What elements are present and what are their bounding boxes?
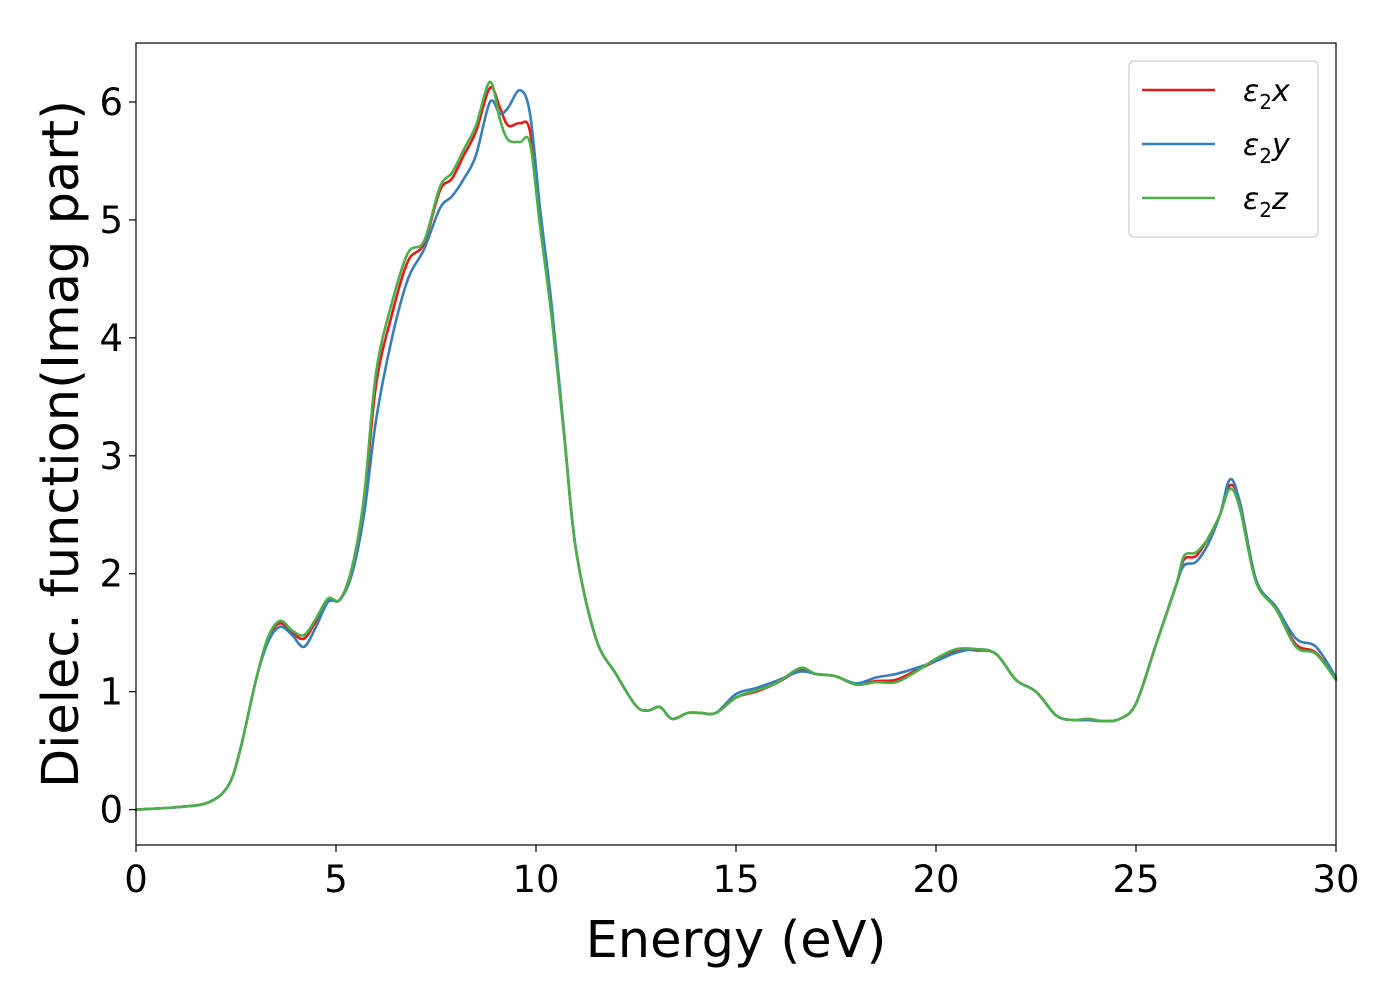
x-tick-label: 20 [912, 858, 959, 901]
legend-label-variable: x [1271, 74, 1290, 109]
y-tick-label: 0 [99, 789, 123, 832]
legend-label-x: ε2x [1243, 74, 1290, 114]
legend-label-subscript: 2 [1259, 144, 1272, 168]
legend-label-z: ε2z [1243, 182, 1289, 222]
legend-label-symbol: ε [1243, 74, 1259, 109]
legend-label-subscript: 2 [1259, 198, 1272, 222]
x-tick-label: 10 [512, 858, 559, 901]
series-lines [134, 80, 1338, 811]
legend-label-symbol: ε [1243, 128, 1259, 163]
y-tick-label: 1 [99, 671, 123, 714]
y-axis: 0 1 2 3 4 5 6 [99, 81, 136, 832]
x-axis: 0 5 10 15 20 25 30 [124, 845, 1360, 901]
x-tick-label: 25 [1112, 858, 1159, 901]
y-tick-label: 2 [99, 553, 123, 596]
x-tick-label: 30 [1312, 858, 1359, 901]
x-tick-label: 0 [124, 858, 148, 901]
legend-label-subscript: 2 [1259, 90, 1272, 114]
x-axis-title: Energy (eV) [586, 911, 887, 970]
y-tick-label: 5 [99, 199, 123, 242]
x-tick-label: 5 [324, 858, 348, 901]
x-tick-label: 15 [712, 858, 759, 901]
series-line-z [134, 80, 1338, 811]
legend-label-variable: z [1271, 182, 1289, 217]
y-tick-label: 3 [99, 435, 123, 478]
legend-frame [1128, 60, 1319, 238]
y-tick-label: 6 [99, 81, 123, 124]
legend-label-symbol: ε [1243, 182, 1259, 217]
legend-label-variable: y [1271, 128, 1291, 163]
legend-label-y: ε2y [1243, 128, 1291, 168]
y-tick-label: 4 [99, 317, 123, 360]
y-axis-title: Dielec. function(Imag part) [32, 100, 91, 788]
